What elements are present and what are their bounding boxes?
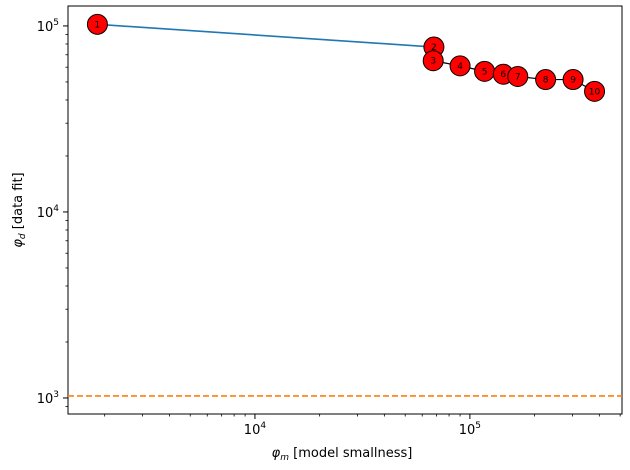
x-tick-label: 104 xyxy=(244,421,267,438)
iteration-marker-label: 2 xyxy=(431,43,437,53)
iteration-marker-9 xyxy=(562,69,584,91)
iteration-markers: 1 2 3 4 5 6 7 8 9 10 xyxy=(86,13,606,102)
y-tick-label-exponent: 4 xyxy=(53,204,59,214)
iteration-marker-label: 9 xyxy=(570,76,576,86)
y-tick-label-base: 10 xyxy=(37,20,54,35)
y-axis-label-symbol: φ xyxy=(11,239,26,248)
x-tick-label-exponent: 5 xyxy=(475,421,481,431)
y-tick-label-base: 10 xyxy=(37,392,54,407)
y-tick-label: 105 xyxy=(37,18,59,35)
iteration-marker-1 xyxy=(86,13,108,35)
y-axis-label-subscript: d xyxy=(18,233,28,239)
iteration-marker-7 xyxy=(507,65,529,87)
iteration-marker-label: 4 xyxy=(457,62,463,72)
y-tick-label: 103 xyxy=(37,390,59,407)
iteration-marker-label: 3 xyxy=(430,57,436,67)
iteration-marker-3 xyxy=(422,50,444,72)
iteration-marker-label: 7 xyxy=(515,72,521,82)
y-tick-label-exponent: 3 xyxy=(53,390,59,400)
iteration-marker-label: 1 xyxy=(95,20,101,30)
iteration-marker-label: 5 xyxy=(482,67,488,77)
x-tick-label-exponent: 4 xyxy=(260,421,266,431)
x-axis-label-symbol: φ xyxy=(272,446,281,461)
iteration-marker-label: 8 xyxy=(543,76,549,86)
x-tick-label: 105 xyxy=(459,421,481,438)
x-tick-label-base: 10 xyxy=(244,423,261,438)
x-tick-label-base: 10 xyxy=(459,423,476,438)
iteration-marker-label: 10 xyxy=(589,87,601,97)
iteration-marker-10 xyxy=(584,80,606,102)
y-tick-label-exponent: 5 xyxy=(53,18,59,28)
x-axis-label-text: [model smallness] xyxy=(289,446,412,461)
iteration-marker-8 xyxy=(535,69,557,91)
plot-frame xyxy=(67,5,623,415)
y-tick-label: 104 xyxy=(37,204,60,221)
y-axis-label-text: [data fit] xyxy=(11,172,26,233)
iteration-marker-label: 6 xyxy=(500,70,506,80)
x-axis-label-subscript: m xyxy=(280,453,289,463)
y-tick-label-base: 10 xyxy=(37,206,54,221)
iteration-marker-4 xyxy=(449,55,471,77)
y-axis-label: φd [data fit] xyxy=(11,172,28,247)
series-line-blue xyxy=(97,23,434,48)
x-axis-label: φm [model smallness] xyxy=(272,446,413,463)
